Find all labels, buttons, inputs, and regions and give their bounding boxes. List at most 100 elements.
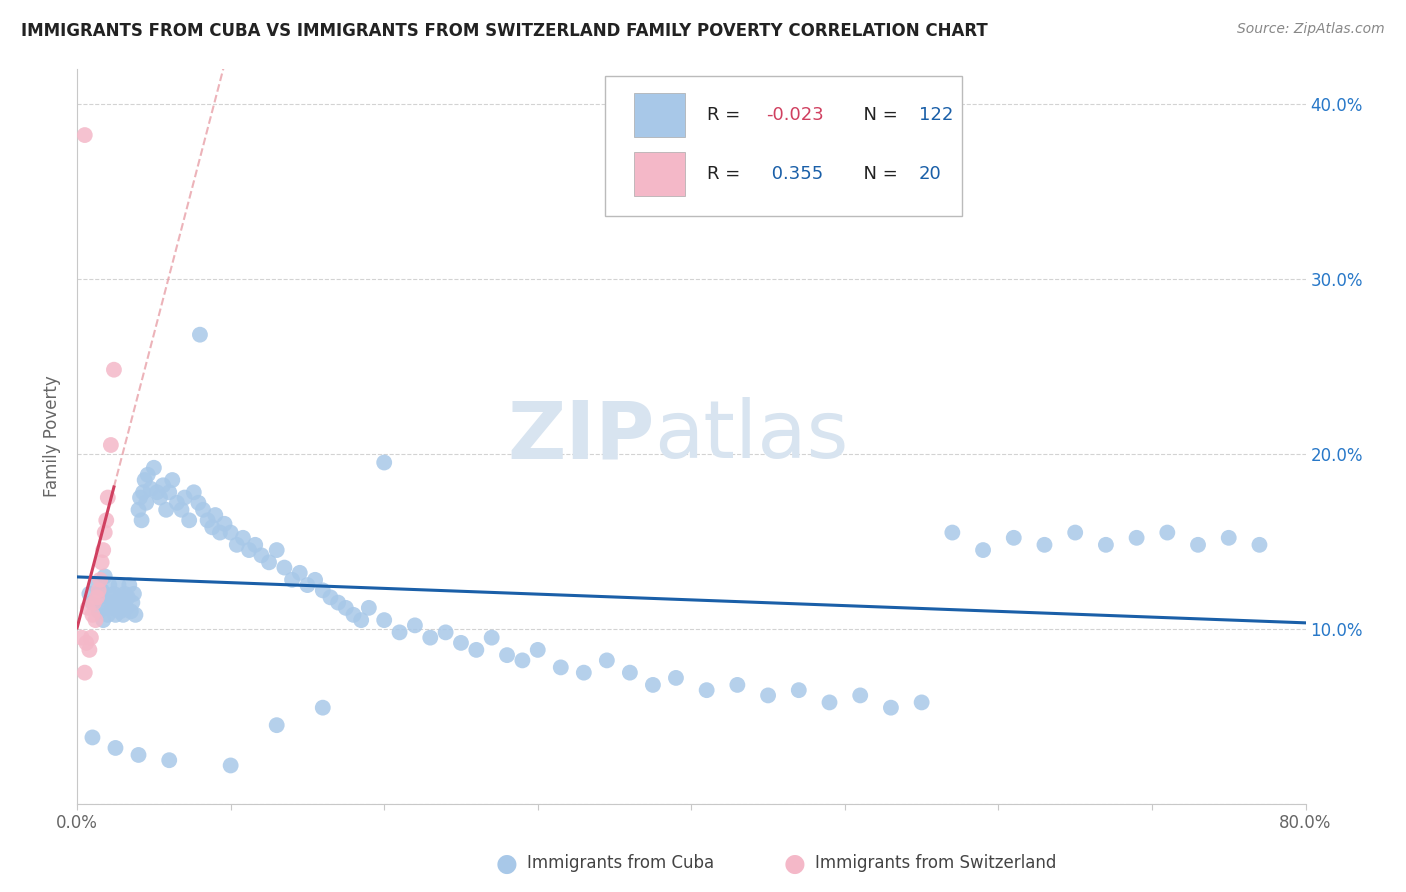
Text: R =: R = bbox=[707, 165, 747, 183]
Point bbox=[1125, 531, 1147, 545]
Point bbox=[93, 525, 115, 540]
Point bbox=[70, 631, 93, 645]
Point bbox=[1249, 538, 1271, 552]
Point bbox=[1095, 538, 1118, 552]
Point bbox=[103, 587, 125, 601]
Text: atlas: atlas bbox=[654, 397, 849, 475]
Point bbox=[911, 695, 934, 709]
Point bbox=[105, 596, 128, 610]
Point bbox=[787, 683, 810, 698]
Point bbox=[572, 665, 595, 680]
Point bbox=[188, 327, 211, 342]
Point bbox=[197, 513, 219, 527]
Point bbox=[281, 573, 304, 587]
Text: ●: ● bbox=[495, 852, 517, 875]
Point bbox=[173, 491, 195, 505]
Point bbox=[111, 596, 134, 610]
Point bbox=[619, 665, 641, 680]
Point bbox=[104, 741, 127, 756]
Point bbox=[107, 578, 129, 592]
Point bbox=[146, 485, 169, 500]
Point bbox=[104, 607, 127, 622]
Point bbox=[1187, 538, 1209, 552]
Point bbox=[496, 648, 519, 662]
Point bbox=[97, 607, 120, 622]
Point bbox=[204, 508, 226, 522]
Point bbox=[335, 600, 357, 615]
Point bbox=[101, 600, 124, 615]
Point bbox=[1002, 531, 1025, 545]
Point bbox=[250, 549, 273, 563]
Point bbox=[183, 485, 205, 500]
Point bbox=[187, 496, 209, 510]
Point bbox=[132, 485, 155, 500]
Point bbox=[550, 660, 572, 674]
Point bbox=[756, 689, 779, 703]
Point bbox=[1064, 525, 1087, 540]
Point bbox=[481, 631, 503, 645]
Point bbox=[972, 543, 994, 558]
Point bbox=[257, 555, 280, 569]
Point bbox=[91, 613, 114, 627]
Point bbox=[100, 596, 122, 610]
Point bbox=[80, 631, 103, 645]
Text: 20: 20 bbox=[918, 165, 941, 183]
Point bbox=[326, 596, 349, 610]
Point bbox=[319, 591, 342, 605]
Point bbox=[134, 473, 156, 487]
Point bbox=[849, 689, 872, 703]
Point bbox=[100, 591, 122, 605]
Point bbox=[142, 460, 165, 475]
Point bbox=[128, 503, 150, 517]
Point bbox=[89, 573, 111, 587]
Point bbox=[373, 456, 395, 470]
Point bbox=[152, 478, 174, 492]
Point bbox=[120, 604, 142, 618]
Point bbox=[434, 625, 457, 640]
Point bbox=[135, 496, 157, 510]
Point bbox=[82, 596, 104, 610]
Point bbox=[155, 503, 177, 517]
Point bbox=[179, 513, 201, 527]
Point bbox=[225, 538, 247, 552]
Text: ZIP: ZIP bbox=[508, 397, 654, 475]
Point bbox=[245, 538, 267, 552]
Point bbox=[388, 625, 411, 640]
Point bbox=[512, 653, 534, 667]
Text: N =: N = bbox=[852, 106, 904, 124]
Point bbox=[122, 587, 145, 601]
Point bbox=[725, 678, 748, 692]
Point bbox=[266, 543, 288, 558]
Point bbox=[96, 513, 118, 527]
Point bbox=[89, 591, 111, 605]
Point bbox=[97, 491, 120, 505]
Point bbox=[288, 566, 311, 580]
Point bbox=[312, 583, 335, 598]
Point bbox=[641, 678, 664, 692]
Point bbox=[162, 473, 184, 487]
Point bbox=[76, 600, 98, 615]
Point bbox=[117, 591, 139, 605]
Point bbox=[818, 695, 841, 709]
Point bbox=[82, 607, 104, 622]
Point bbox=[450, 636, 472, 650]
Point bbox=[219, 758, 242, 772]
Text: 0.355: 0.355 bbox=[766, 165, 824, 183]
Bar bbox=[634, 152, 685, 195]
Text: 122: 122 bbox=[918, 106, 953, 124]
Point bbox=[103, 362, 125, 376]
Point bbox=[350, 613, 373, 627]
Point bbox=[112, 607, 135, 622]
Point bbox=[87, 604, 110, 618]
Point bbox=[136, 467, 159, 482]
Point bbox=[232, 531, 254, 545]
Text: Source: ZipAtlas.com: Source: ZipAtlas.com bbox=[1237, 22, 1385, 37]
Point bbox=[84, 578, 107, 592]
Point bbox=[73, 128, 96, 142]
Point bbox=[219, 525, 242, 540]
Point bbox=[404, 618, 426, 632]
Text: Immigrants from Switzerland: Immigrants from Switzerland bbox=[815, 855, 1057, 872]
Point bbox=[373, 613, 395, 627]
Point bbox=[108, 604, 131, 618]
Point bbox=[273, 560, 295, 574]
